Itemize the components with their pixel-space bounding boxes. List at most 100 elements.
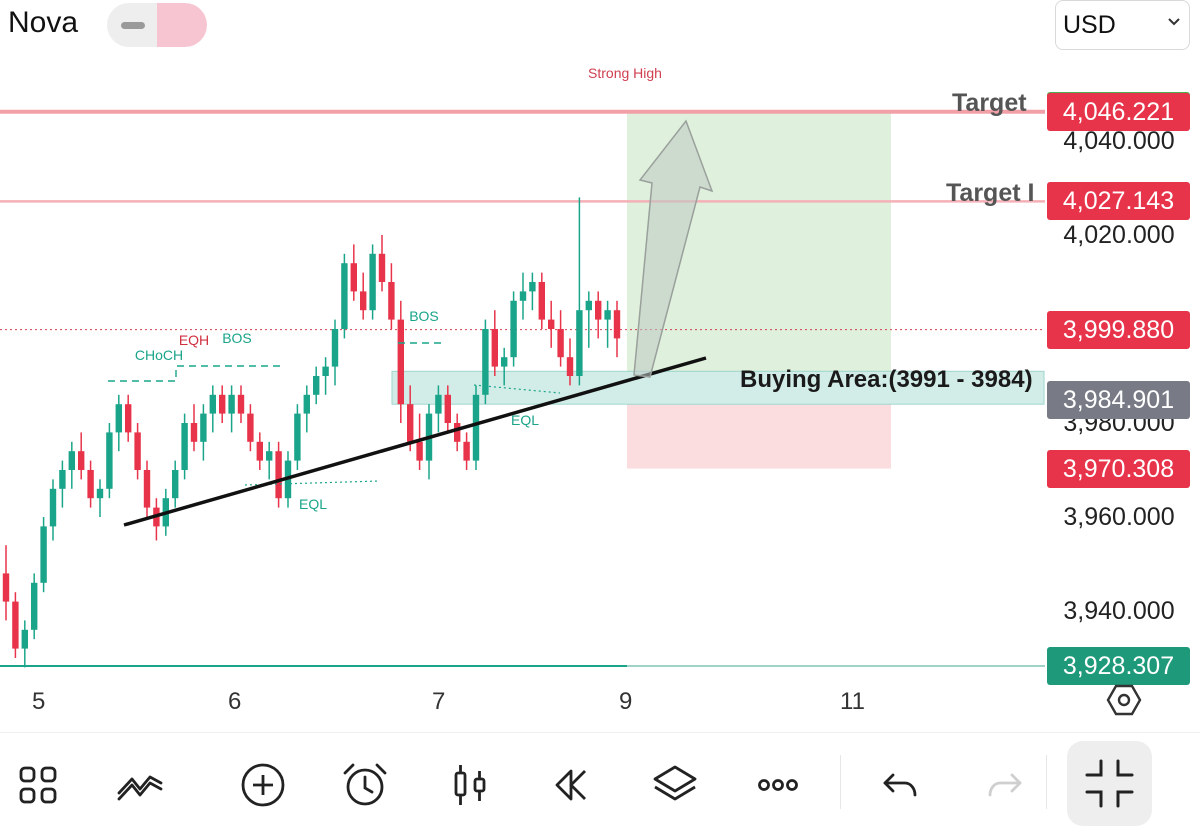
candle [68,441,75,489]
candle [369,244,376,320]
candle-body [49,488,57,527]
candle-body [331,329,339,367]
candle [557,310,564,367]
undo-button[interactable] [877,761,925,809]
candle-body [219,394,226,414]
candle-body [275,451,282,499]
candle [134,423,141,480]
chart-area[interactable]: Strong High Target Target I Buying Area:… [0,55,1200,685]
candle [181,413,188,480]
layers-icon [653,765,697,801]
toolbar-separator [1046,755,1047,809]
collapse-icon [1085,759,1134,808]
candle [106,423,113,499]
candle-body [40,526,47,583]
candle-body [604,310,611,320]
chart-canvas[interactable] [0,55,1200,685]
candle [341,253,348,339]
candle-body [369,253,376,311]
candle [96,479,104,517]
candle-body [501,357,508,367]
candle [595,291,602,339]
candle-body [256,441,263,461]
chart-type-button[interactable] [446,761,494,809]
candle-body [510,300,517,358]
candle-body [96,488,104,499]
candle-body [143,470,151,508]
choch-label: CHoCH [134,347,184,363]
candle-body [360,291,367,311]
candle-body [2,573,10,602]
candle-body [538,282,545,320]
alarm-button[interactable] [341,761,389,809]
top-bar: Nova ≈ USD [0,0,1200,55]
candle-body [463,441,470,461]
candle [360,272,367,320]
candle-body [491,329,498,367]
target-label: Target [952,89,1027,117]
candle [219,385,226,423]
candle [78,432,85,480]
chart-mode-toggle[interactable]: ≈ [107,3,207,47]
candle-body [416,441,423,461]
candle-body [454,423,461,442]
eql-label-1: EQL [298,496,327,512]
candle-body [12,601,19,649]
candle-body [237,394,245,414]
replay-button[interactable] [547,761,595,809]
candle-body [472,394,480,461]
candle-body [350,263,357,292]
candle-body [557,329,564,358]
toolbar-separator [840,755,841,809]
candle [548,300,555,348]
hexagon-settings-icon[interactable] [1106,682,1142,718]
time-tick-label: 9 [619,688,633,715]
candle [454,413,461,452]
candle-body [106,432,113,489]
currency-select[interactable]: USD [1055,0,1190,50]
candle-body [172,470,179,499]
redo-button[interactable] [980,761,1028,809]
time-tick-label: 5 [32,688,46,715]
minus-icon [121,22,145,29]
target-1-label: Target I [946,179,1035,207]
toggle-segment-wave[interactable]: ≈ [157,3,207,47]
layers-button[interactable] [651,761,699,809]
candle-body [78,451,85,470]
candle-body [59,470,66,489]
candle [501,347,508,386]
candle [350,244,357,301]
candle [435,385,442,433]
candle-body [341,263,348,329]
candle [49,479,57,541]
candle-body [190,423,198,442]
candle [510,291,517,367]
add-button[interactable] [239,761,287,809]
grid-layout-button[interactable] [14,761,62,809]
candle-body [444,394,451,423]
toggle-segment-minus[interactable] [107,3,157,47]
candle-body [200,413,207,442]
replay-rewind-icon [555,769,586,801]
more-options-button[interactable] [754,761,802,809]
candle [172,460,179,508]
candle-body [407,404,414,442]
candle-body [378,253,386,282]
time-tick-label: 7 [432,688,446,715]
candle-body [115,404,122,433]
candle-body [209,394,216,414]
candle [153,498,160,541]
collapse-button[interactable] [1067,741,1152,826]
candle [266,441,273,480]
candle [529,272,536,311]
symbol-title[interactable]: Nova [8,6,79,39]
candle-body [21,629,28,649]
candle [585,291,592,348]
candle-body [294,413,301,461]
candle-body [181,423,188,470]
candle-body [595,300,602,320]
candle-body [303,394,310,414]
indicators-button[interactable] [116,761,164,809]
candle-body [125,404,132,433]
candle-body [266,451,273,461]
